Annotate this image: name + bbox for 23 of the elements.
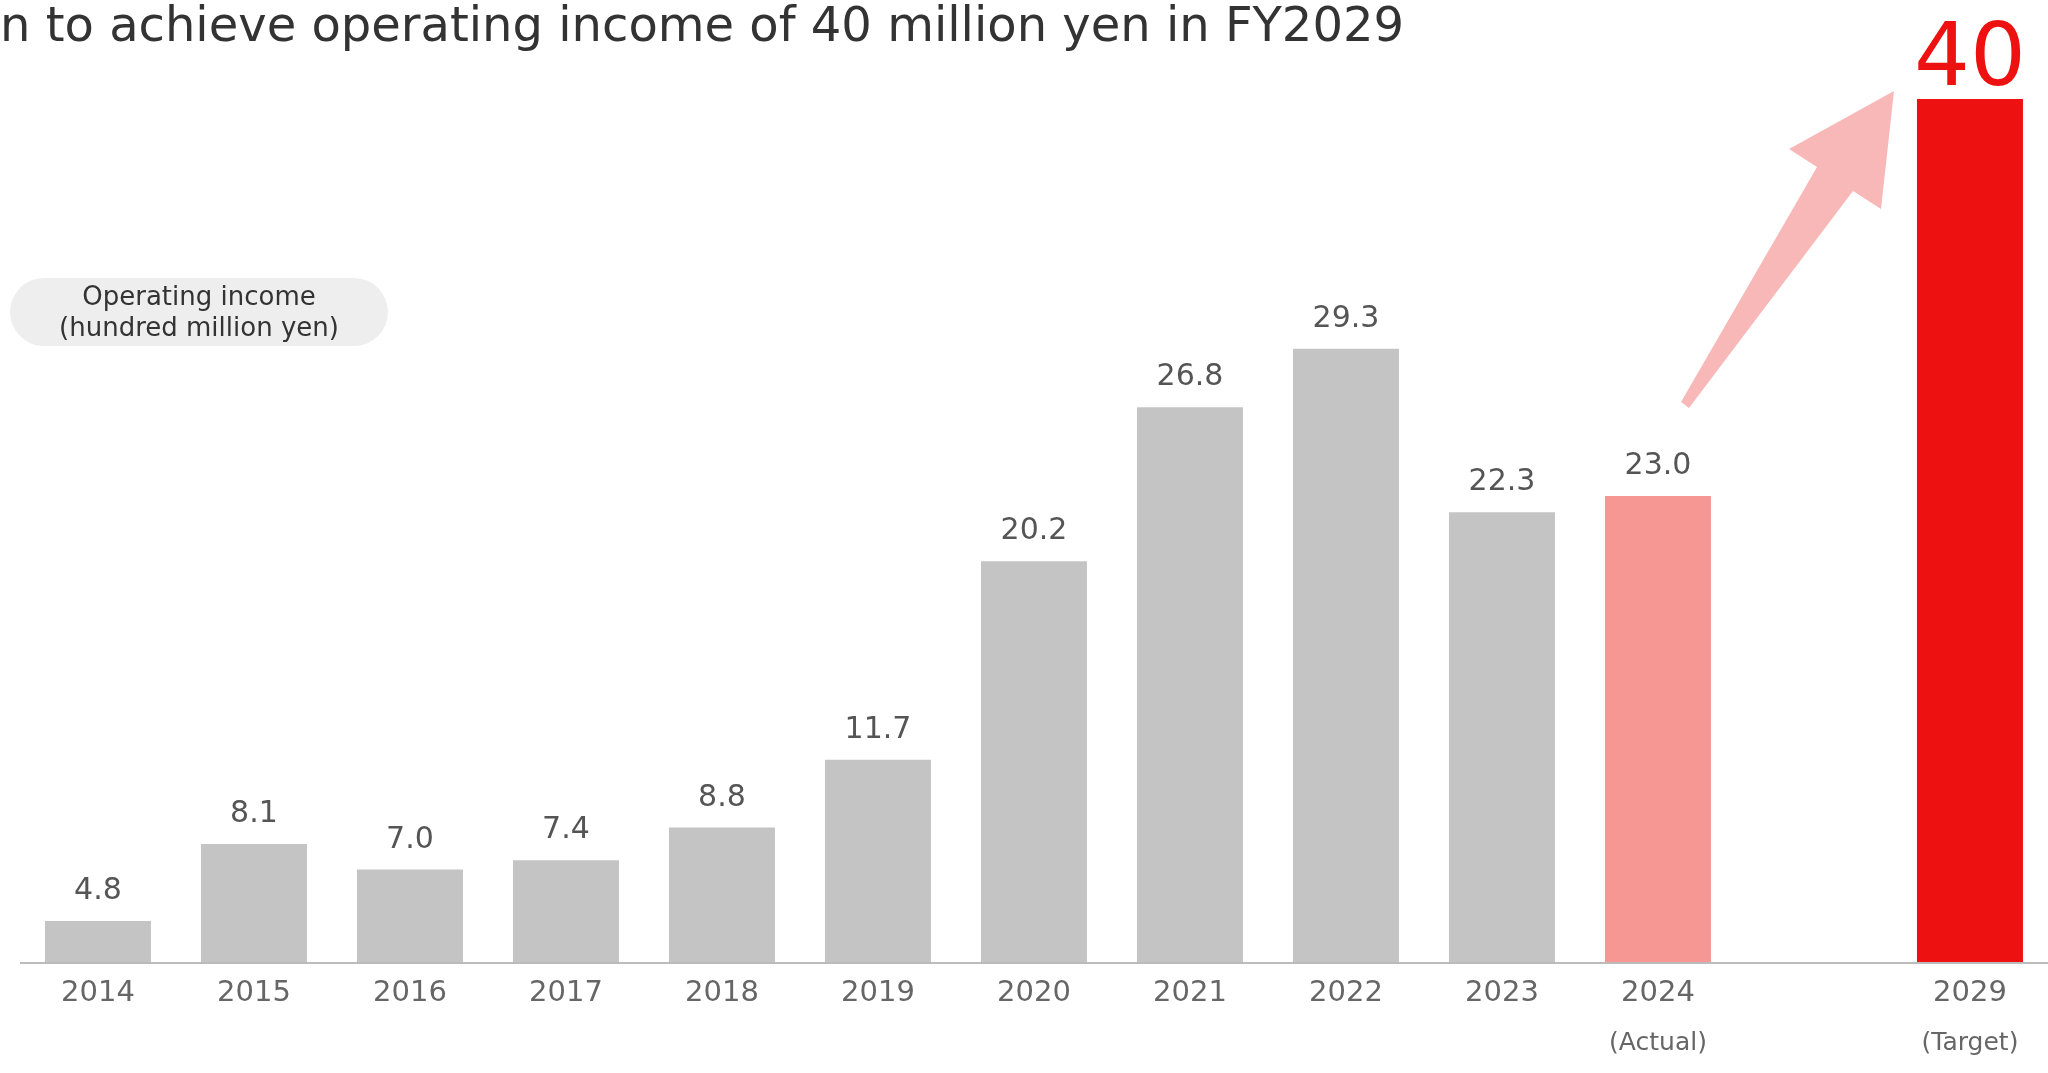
x-tick-label: 2022 <box>1309 974 1383 1008</box>
x-tick-label: 2014 <box>61 974 135 1008</box>
data-label: 22.3 <box>1468 462 1536 498</box>
data-label: 7.4 <box>542 810 590 846</box>
data-label: 23.0 <box>1624 445 1692 481</box>
x-tick-label: 2020 <box>997 974 1071 1008</box>
data-label: 7.0 <box>386 819 434 855</box>
x-tick-label: 2015 <box>217 974 291 1008</box>
x-tick-label: 2018 <box>685 974 759 1008</box>
x-tick-label: 2023 <box>1465 974 1539 1008</box>
data-label: 26.8 <box>1156 357 1224 393</box>
data-label: 4.8 <box>74 870 122 906</box>
x-tick-label: 2017 <box>529 974 603 1008</box>
data-label: 8.1 <box>230 793 278 829</box>
data-label: 29.3 <box>1312 298 1380 334</box>
data-label: 40 <box>1913 3 2026 106</box>
x-tick-label: 2019 <box>841 974 915 1008</box>
data-label: 8.8 <box>698 777 746 813</box>
chart-title: n to achieve operating income of 40 million yen in FY2029 <box>0 0 1405 52</box>
x-tick-label: 2021 <box>1153 974 1227 1008</box>
x-tick-label: 2016 <box>373 974 447 1008</box>
data-label: 20.2 <box>1000 511 1068 547</box>
data-label: 11.7 <box>844 709 912 745</box>
